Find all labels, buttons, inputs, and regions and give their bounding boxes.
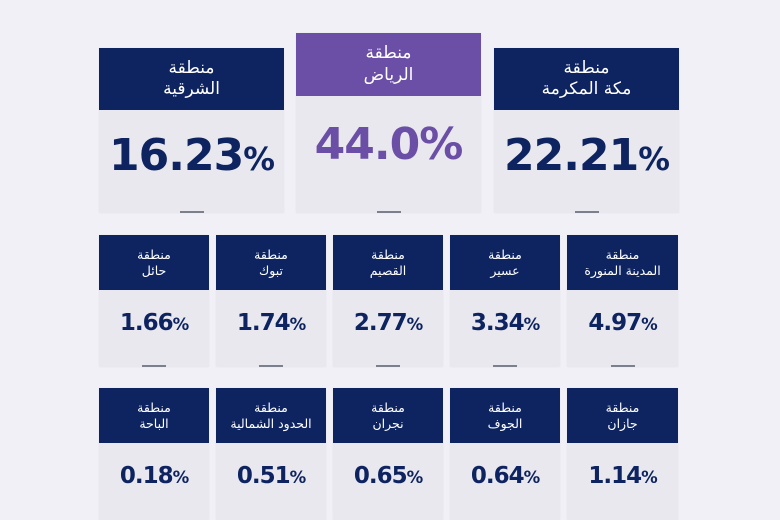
region-prefix: منطقة (371, 399, 405, 415)
region-prefix: منطقة (563, 57, 610, 78)
region-card-header: منطقة حائل (99, 235, 209, 290)
region-name: الحدود الشمالية (230, 415, 312, 431)
region-percentage: 0.51% (236, 463, 306, 489)
region-card-madinah: منطقة المدينة المنورة 4.97% (567, 235, 678, 367)
region-name: الرياض (363, 64, 414, 85)
region-prefix: منطقة (605, 246, 640, 262)
region-card-northern-borders: منطقة الحدود الشمالية 0.51% (216, 388, 326, 520)
region-percentage: 1.14% (588, 463, 657, 489)
region-name: الشرقية (163, 79, 220, 99)
region-name: المدينة المنورة (584, 262, 661, 278)
divider (376, 211, 401, 213)
region-percentage: 3.34% (470, 310, 540, 336)
region-name: جازان (607, 415, 638, 431)
region-card-header: منطقة عسير (450, 235, 560, 290)
region-percentage: 1.66% (119, 310, 189, 336)
region-percentage: 0.64% (470, 463, 540, 489)
region-prefix: منطقة (365, 43, 412, 64)
region-prefix: منطقة (168, 57, 215, 78)
region-percentage: 0.18% (119, 463, 189, 489)
region-card-header: منطقة الجوف (450, 388, 560, 443)
region-percentage: 2.77% (353, 310, 423, 336)
region-card-header: منطقة جازان (567, 388, 678, 443)
region-percentage: 44.0% (314, 119, 464, 170)
region-card-header: منطقة القصيم (333, 235, 443, 290)
divider (493, 365, 517, 367)
region-name: تبوك (259, 262, 284, 278)
region-card-jouf: منطقة الجوف 0.64% (450, 388, 560, 520)
divider (142, 365, 166, 367)
region-prefix: منطقة (137, 399, 171, 415)
region-card-header: منطقة الحدود الشمالية (216, 388, 326, 443)
region-name: القصيم (369, 262, 407, 278)
region-prefix: منطقة (254, 399, 288, 415)
region-name: مكة المكرمة (541, 79, 632, 99)
divider (259, 365, 283, 367)
region-card-hail: منطقة حائل 1.66% (99, 235, 209, 367)
region-card-qassim: منطقة القصيم 2.77% (333, 235, 443, 367)
region-name: حائل (141, 262, 167, 278)
region-card-eastern: منطقة الشرقية 16.23% (99, 48, 284, 213)
region-prefix: منطقة (488, 246, 522, 262)
region-card-najran: منطقة نجران 0.65% (333, 388, 443, 520)
region-percentage: 22.21% (504, 130, 670, 181)
region-card-header: منطقة نجران (333, 388, 443, 443)
region-name: الجوف (487, 415, 523, 431)
region-name: الباحة (139, 415, 169, 431)
region-card-header: منطقة الرياض (296, 33, 481, 96)
region-prefix: منطقة (371, 246, 405, 262)
region-card-header: منطقة المدينة المنورة (567, 235, 678, 290)
region-card-jazan: منطقة جازان 1.14% (567, 388, 678, 520)
divider (179, 211, 204, 213)
region-percentage: 0.65% (353, 463, 423, 489)
region-card-header: منطقة الباحة (99, 388, 209, 443)
region-prefix: منطقة (605, 399, 640, 415)
region-card-header: منطقة الشرقية (99, 48, 284, 110)
region-name: عسير (490, 262, 520, 278)
region-name: نجران (372, 415, 404, 431)
region-percentage: 1.74% (236, 310, 306, 336)
region-card-tabuk: منطقة تبوك 1.74% (216, 235, 326, 367)
divider (376, 365, 400, 367)
region-percentage: 16.23% (109, 130, 275, 181)
region-card-header: منطقة تبوك (216, 235, 326, 290)
divider (574, 211, 599, 213)
divider (610, 365, 635, 367)
region-prefix: منطقة (254, 246, 288, 262)
region-card-baha: منطقة الباحة 0.18% (99, 388, 209, 520)
region-card-makkah: منطقة مكة المكرمة 22.21% (494, 48, 679, 213)
region-card-header: منطقة مكة المكرمة (494, 48, 679, 110)
region-percentage: 4.97% (588, 310, 657, 336)
region-prefix: منطقة (137, 246, 171, 262)
region-card-asir: منطقة عسير 3.34% (450, 235, 560, 367)
region-card-riyadh: منطقة الرياض 44.0% (296, 33, 481, 213)
region-prefix: منطقة (488, 399, 522, 415)
